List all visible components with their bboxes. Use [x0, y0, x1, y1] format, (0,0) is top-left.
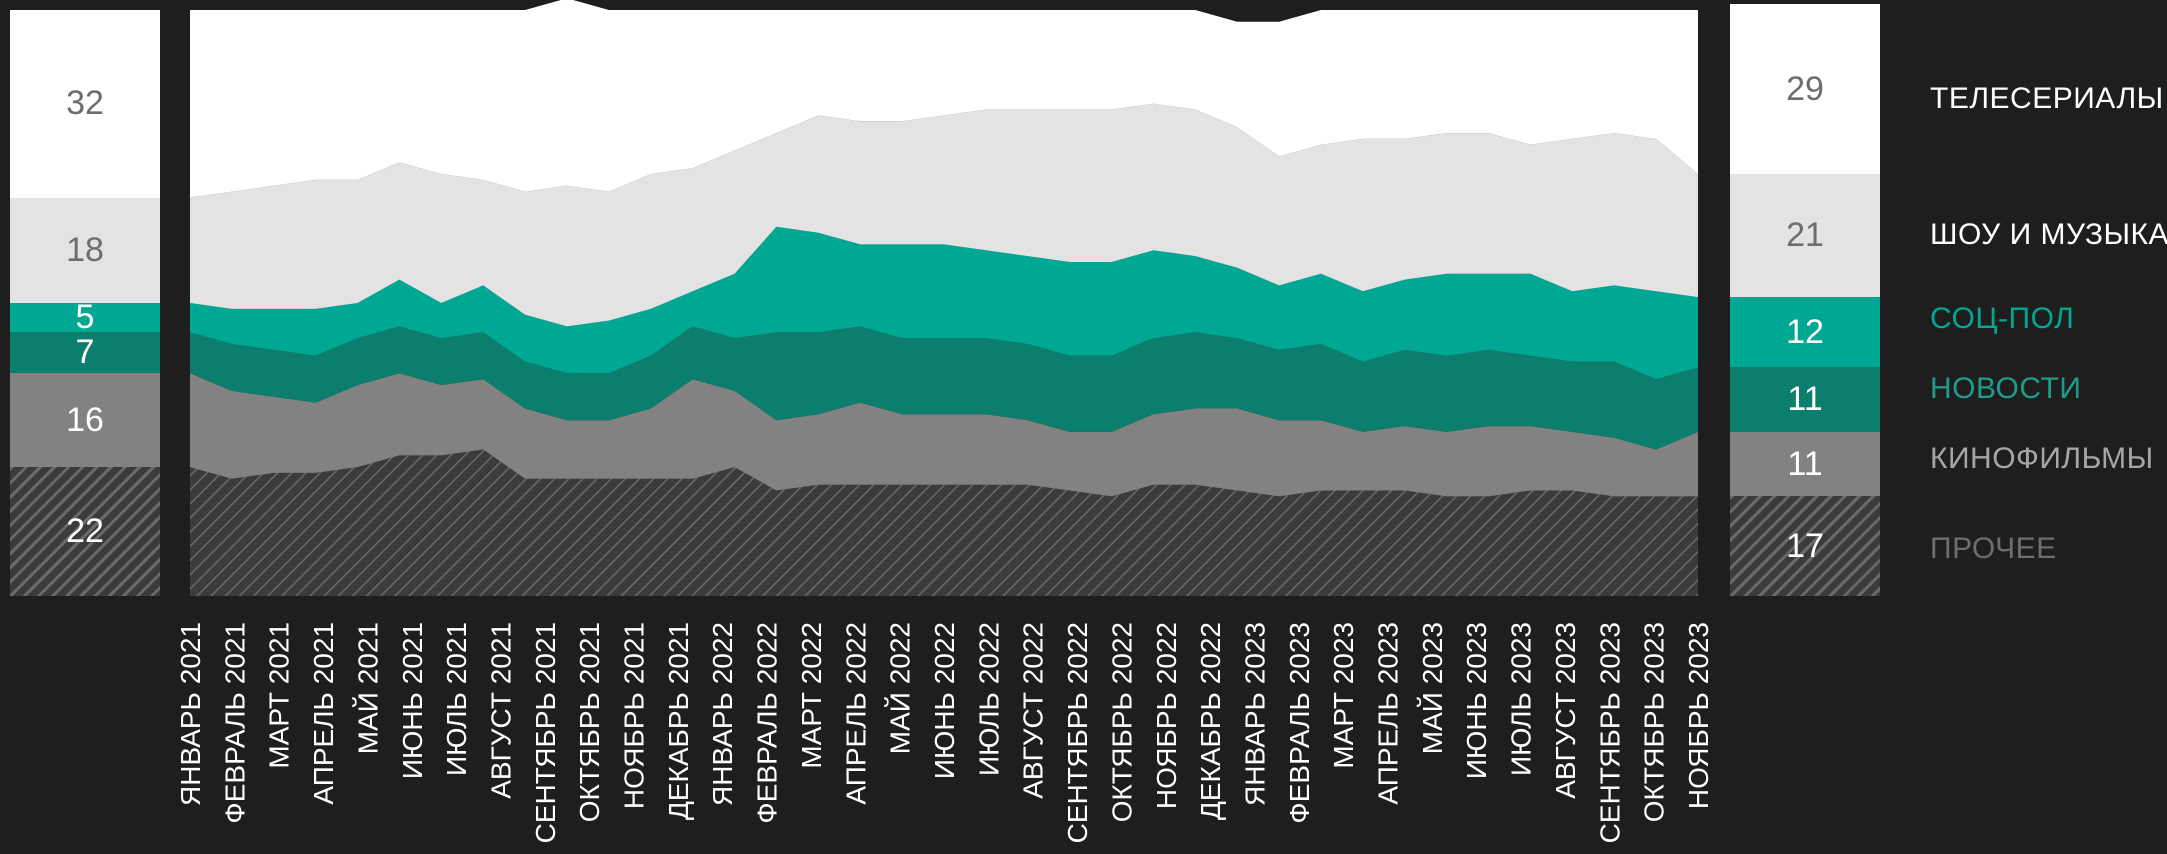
start-summary-value-soc-pol: 5 — [75, 298, 95, 337]
legend-item-news: НОВОСТИ — [1930, 372, 2082, 405]
x-tick-label: ЯНВАРЬ 2023 — [1240, 622, 1271, 806]
x-tick-label: ЯНВАРЬ 2021 — [175, 622, 206, 806]
area-teleserials — [190, 0, 1698, 198]
x-tick-label: ОКТЯБРЬ 2021 — [574, 622, 605, 822]
end-summary-segment-soc-pol: 12 — [1730, 297, 1880, 368]
start-summary-value-news: 7 — [75, 333, 95, 372]
x-tick-label: ИЮНЬ 2021 — [397, 622, 428, 779]
legend-item-soc-pol: СОЦ-ПОЛ — [1930, 302, 2075, 335]
x-tick-label: ИЮЛЬ 2022 — [973, 622, 1004, 776]
start-summary-value-movies: 16 — [66, 400, 104, 439]
x-tick-label: ДЕКАБРЬ 2021 — [663, 622, 694, 820]
legend-item-shows-music: ШОУ И МУЗЫКА — [1930, 218, 2167, 251]
x-tick-label: ИЮЛЬ 2023 — [1506, 622, 1537, 776]
start-summary-value-other: 22 — [66, 512, 104, 551]
end-summary-value-soc-pol: 12 — [1786, 312, 1824, 351]
legend-item-movies: КИНОФИЛЬМЫ — [1930, 442, 2154, 475]
start-summary-segment-movies: 16 — [10, 373, 160, 468]
x-tick-label: СЕНТЯБРЬ 2022 — [1062, 622, 1093, 843]
area-soc-pol — [190, 226, 1698, 380]
x-tick-label: НОЯБРЬ 2021 — [619, 622, 650, 809]
end-summary-value-news: 11 — [1787, 380, 1823, 419]
x-tick-label: ИЮЛЬ 2021 — [441, 622, 472, 776]
x-tick-label: МАЙ 2021 — [352, 622, 383, 754]
end-summary-value-teleserials: 29 — [1786, 69, 1824, 108]
start-summary-segment-teleserials: 32 — [10, 10, 160, 198]
start-summary-segment-shows-music: 18 — [10, 197, 160, 303]
start-summary-segment-news: 7 — [10, 332, 160, 374]
x-tick-label: ИЮНЬ 2023 — [1461, 622, 1492, 779]
x-tick-label: ФЕВРАЛЬ 2023 — [1284, 622, 1315, 824]
x-tick-label: МАЙ 2023 — [1417, 622, 1448, 754]
area-shows-music — [190, 103, 1698, 327]
x-tick-label: ЯНВАРЬ 2022 — [707, 622, 738, 806]
area-news — [190, 326, 1698, 450]
start-summary-value-shows-music: 18 — [66, 230, 104, 269]
x-tick-label: МАРТ 2021 — [264, 622, 295, 769]
end-summary-segment-other: 17 — [1730, 496, 1880, 596]
x-tick-label: МАЙ 2022 — [885, 622, 916, 754]
x-tick-label: СЕНТЯБРЬ 2023 — [1594, 622, 1625, 843]
end-summary-value-movies: 11 — [1787, 444, 1823, 483]
x-tick-label: НОЯБРЬ 2022 — [1151, 622, 1182, 809]
end-summary-segment-movies: 11 — [1730, 431, 1880, 497]
x-tick-label: ОКТЯБРЬ 2022 — [1106, 622, 1137, 822]
area-other — [190, 449, 1698, 596]
end-summary-value-shows-music: 21 — [1786, 216, 1824, 255]
end-summary-segment-news: 11 — [1730, 367, 1880, 432]
end-summary-bar: 17 11 11 12 21 29 — [1730, 4, 1880, 596]
area-movies — [190, 373, 1698, 497]
area-layers — [190, 0, 1698, 596]
x-tick-label: ОКТЯБРЬ 2023 — [1639, 622, 1670, 822]
end-summary-segment-shows-music: 21 — [1730, 174, 1880, 298]
start-summary-segment-other: 22 — [10, 467, 160, 596]
x-tick-label: СЕНТЯБРЬ 2021 — [530, 622, 561, 843]
legend-item-teleserials: ТЕЛЕСЕРИАЛЫ — [1930, 82, 2164, 115]
start-summary-bar: 22 16 7 5 18 32 — [10, 10, 160, 596]
x-tick-label: НОЯБРЬ 2023 — [1683, 622, 1714, 809]
x-tick-label: МАРТ 2022 — [796, 622, 827, 769]
start-summary-segment-soc-pol: 5 — [10, 298, 160, 336]
end-summary-segment-teleserials: 29 — [1730, 4, 1880, 175]
x-tick-label: АВГУСТ 2022 — [1018, 622, 1049, 799]
x-tick-label: ФЕВРАЛЬ 2021 — [219, 622, 250, 824]
x-tick-label: АПРЕЛЬ 2023 — [1373, 622, 1404, 805]
start-summary-value-teleserials: 32 — [66, 84, 104, 123]
end-summary-value-other: 17 — [1786, 526, 1824, 565]
x-tick-label: МАРТ 2023 — [1328, 622, 1359, 769]
x-axis-month-labels: ЯНВАРЬ 2021 ФЕВРАЛЬ 2021 МАРТ 2021 АПРЕЛЬ 2… — [175, 622, 1714, 843]
x-tick-label: ИЮНЬ 2022 — [929, 622, 960, 779]
x-tick-label: АВГУСТ 2023 — [1550, 622, 1581, 799]
legend-item-other: ПРОЧЕЕ — [1930, 532, 2057, 565]
x-tick-label: АПРЕЛЬ 2021 — [308, 622, 339, 805]
x-tick-label: АПРЕЛЬ 2022 — [840, 622, 871, 805]
x-tick-label: АВГУСТ 2021 — [486, 622, 517, 799]
x-tick-label: ФЕВРАЛЬ 2022 — [752, 622, 783, 824]
x-tick-label: ДЕКАБРЬ 2022 — [1195, 622, 1226, 820]
